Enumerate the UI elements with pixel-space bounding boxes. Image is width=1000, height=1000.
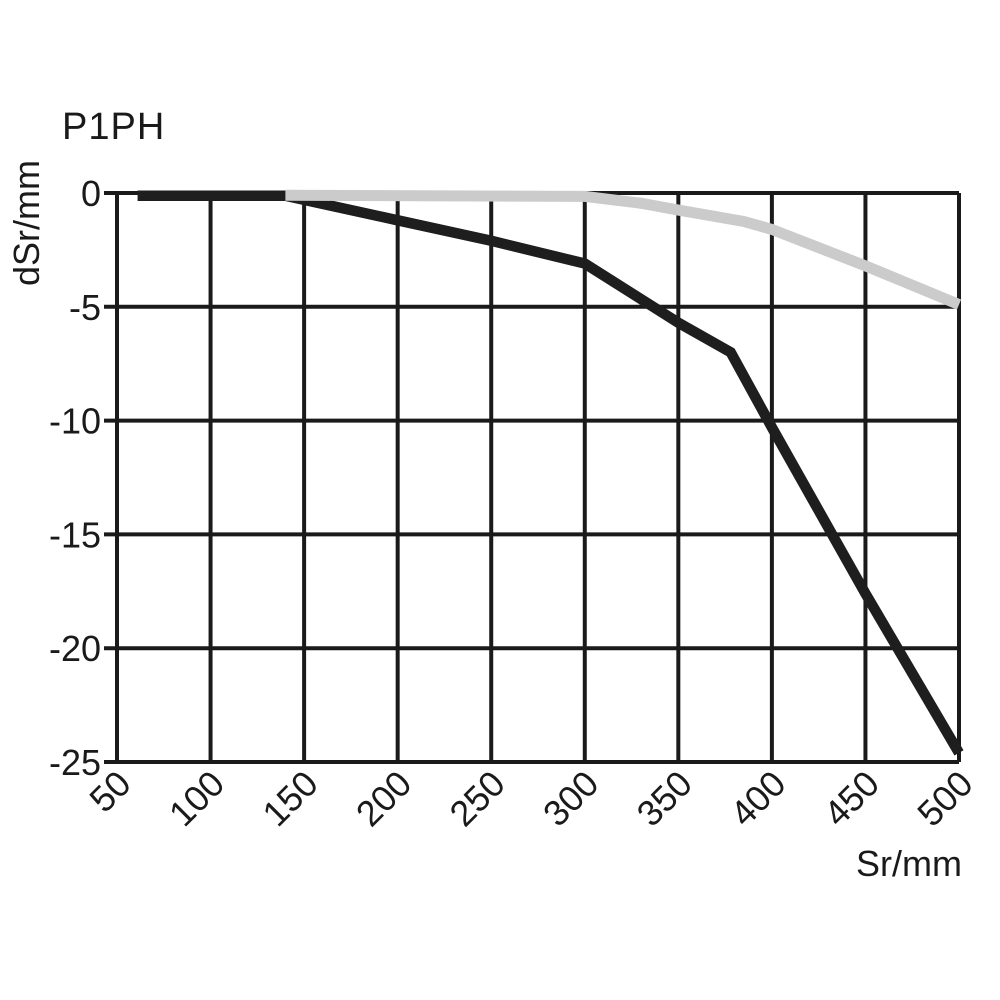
y-tick-label: -20 xyxy=(49,628,101,669)
x-tick-label: 100 xyxy=(161,763,232,834)
x-tick-label: 150 xyxy=(254,763,325,834)
x-tick-label: 350 xyxy=(629,763,700,834)
x-tick-labels: 50 100 150 200 250 300 350 400 450 500 xyxy=(81,763,980,834)
grid-lines xyxy=(104,191,961,764)
y-axis-label: dSr/mm xyxy=(6,160,47,286)
x-tick-label: 400 xyxy=(722,763,793,834)
x-tick-label: 500 xyxy=(909,763,980,834)
y-tick-labels: 0 -5 -10 -15 -20 -25 xyxy=(49,173,101,783)
x-tick-label: 450 xyxy=(816,763,887,834)
x-axis-label: Sr/mm xyxy=(856,843,962,884)
y-tick-label: -5 xyxy=(69,287,101,328)
gray-curve-line xyxy=(285,189,962,310)
chart-title: P1PH xyxy=(62,106,166,148)
y-tick-label: -10 xyxy=(49,401,101,442)
y-tick-label: 0 xyxy=(81,173,101,214)
y-tick-label: -15 xyxy=(49,514,101,555)
x-tick-label: 300 xyxy=(535,763,606,834)
series-lines xyxy=(137,189,964,756)
y-tick-label: -25 xyxy=(49,742,101,783)
x-tick-label: 200 xyxy=(348,763,419,834)
black-curve-line xyxy=(137,190,964,756)
x-tick-label: 250 xyxy=(441,763,512,834)
